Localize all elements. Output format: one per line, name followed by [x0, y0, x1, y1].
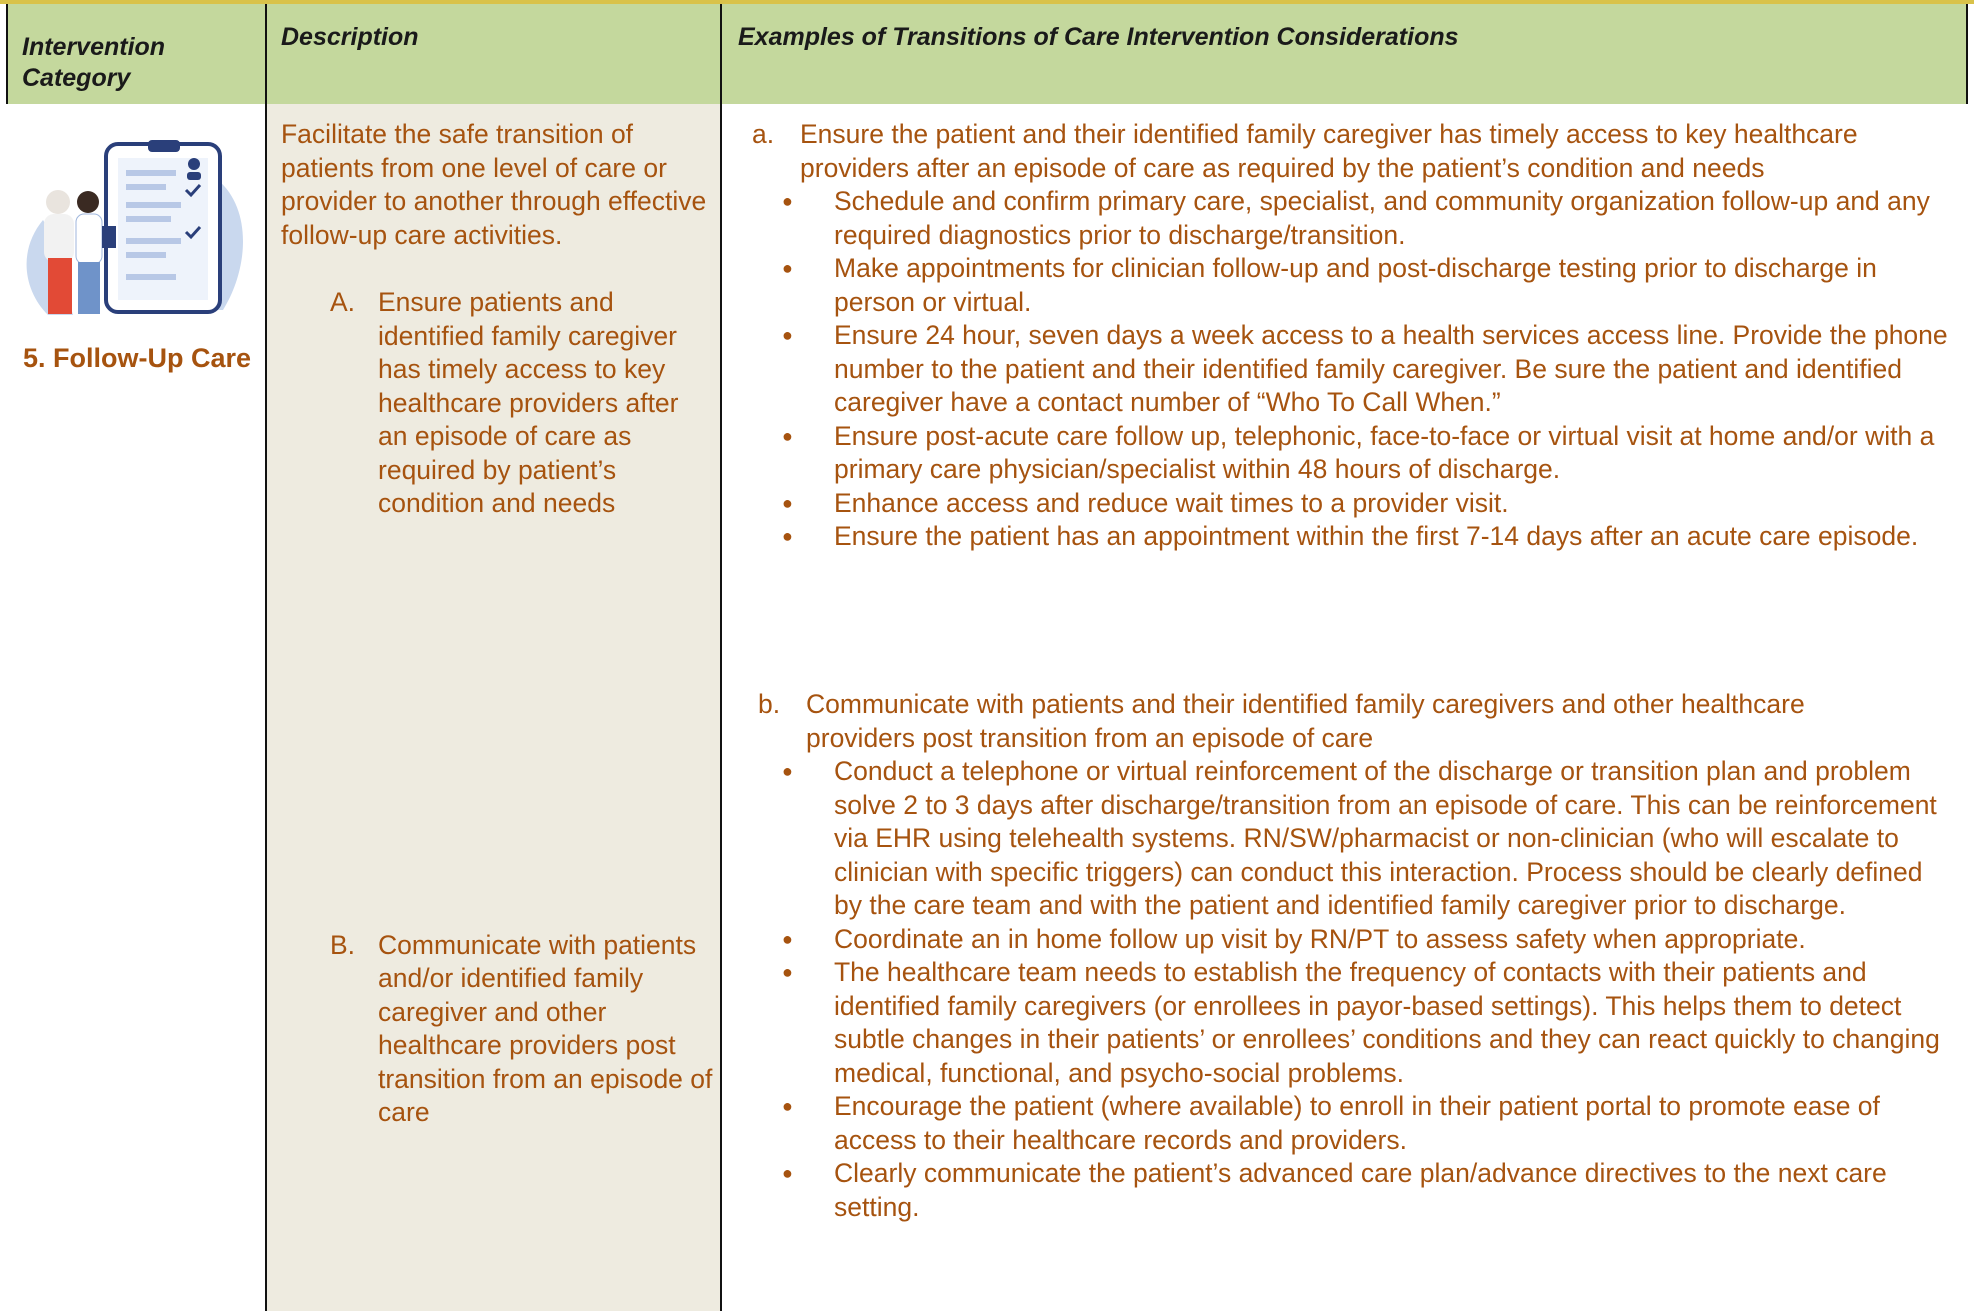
border: [265, 4, 267, 1311]
bullet-item: Ensure post-acute care follow up, teleph…: [782, 420, 1955, 487]
bullet-item: Ensure 24 hour, seven days a week access…: [782, 319, 1955, 420]
description-intro: Facilitate the safe transition of patien…: [281, 119, 707, 250]
header-cell: Examples of Transitions of Care Interven…: [738, 23, 1459, 51]
example-lead: b. Communicate with patients and their id…: [758, 688, 1876, 755]
example-block: a. Ensure the patient and their identifie…: [752, 118, 1955, 554]
border: [1966, 4, 1968, 104]
bullet-item: Make appointments for clinician follow-u…: [782, 252, 1955, 319]
description-column-bg: [266, 0, 721, 1311]
bullet-list: Conduct a telephone or virtual reinforce…: [782, 755, 1955, 1224]
description-item: A. Ensure patients and identified family…: [330, 286, 714, 521]
header-cell: Intervention Category: [22, 33, 166, 92]
item-marker: b.: [758, 689, 781, 719]
item-text: Ensure patients and identified family ca…: [378, 287, 679, 518]
follow-up-illustration: [26, 140, 243, 315]
item-marker: A.: [330, 287, 356, 317]
item-marker: B.: [330, 929, 356, 960]
item-text: Ensure the patient and their identified …: [800, 119, 1858, 183]
example-lead: a. Ensure the patient and their identifie…: [752, 118, 1870, 185]
bullet-item: Conduct a telephone or virtual reinforce…: [782, 755, 1955, 923]
category-label: 5. Follow-Up Care: [23, 343, 252, 373]
item-marker: a.: [752, 119, 775, 149]
border: [720, 4, 722, 1311]
example-block: b. Communicate with patients and their id…: [758, 688, 1955, 1224]
bullet-item: Schedule and confirm primary care, speci…: [782, 185, 1955, 252]
bullet-item: Coordinate an in home follow up visit by…: [782, 923, 1955, 957]
bullet-item: Ensure the patient has an appointment wi…: [782, 520, 1955, 554]
item-text: Communicate with patients and their iden…: [806, 689, 1805, 753]
bullet-list: Schedule and confirm primary care, speci…: [782, 185, 1955, 554]
bullet-item: Clearly communicate the patient’s advanc…: [782, 1157, 1955, 1224]
bullet-item: Encourage the patient (where available) …: [782, 1090, 1955, 1157]
border: [6, 4, 8, 104]
top-border: [0, 0, 1974, 4]
header-cell: Description: [281, 23, 419, 51]
bullet-item: The healthcare team needs to establish t…: [782, 956, 1955, 1090]
description-item: B. Communicate with patients and/or iden…: [330, 929, 714, 1130]
item-text: Communicate with patients and/or identif…: [378, 929, 713, 1128]
bullet-item: Enhance access and reduce wait times to …: [782, 487, 1955, 521]
header-row: [8, 4, 1966, 104]
